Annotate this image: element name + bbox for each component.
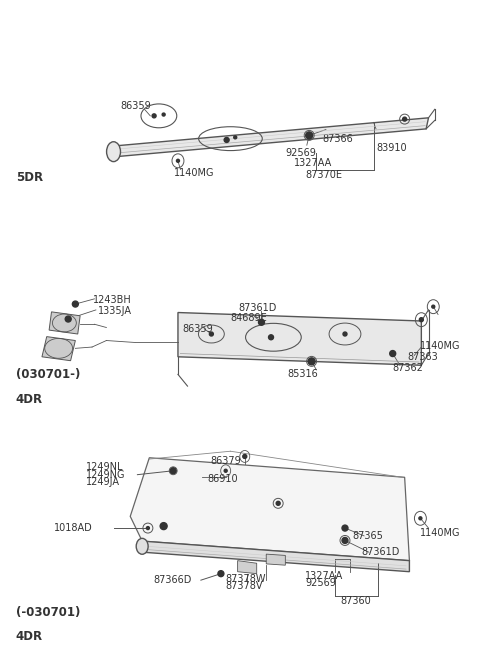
Text: 1249NL: 1249NL	[86, 462, 124, 472]
Circle shape	[65, 316, 71, 322]
Text: (030701-): (030701-)	[16, 368, 80, 381]
Circle shape	[390, 350, 396, 356]
Text: 1335JA: 1335JA	[98, 307, 132, 316]
Text: 1327AA: 1327AA	[305, 571, 344, 581]
Circle shape	[162, 113, 165, 116]
Circle shape	[308, 358, 315, 365]
Polygon shape	[114, 118, 429, 157]
Text: 4DR: 4DR	[16, 630, 43, 643]
Ellipse shape	[107, 141, 120, 162]
Text: 92569: 92569	[305, 578, 336, 588]
Circle shape	[224, 469, 227, 472]
Ellipse shape	[136, 538, 148, 554]
Text: 84689E: 84689E	[230, 313, 267, 324]
Text: 87366: 87366	[323, 134, 353, 143]
Text: 87361D: 87361D	[239, 303, 277, 313]
Text: 85316: 85316	[288, 369, 318, 379]
Text: 1249NG: 1249NG	[86, 470, 126, 479]
Text: 87360: 87360	[340, 596, 371, 606]
Polygon shape	[42, 337, 75, 361]
Text: 87365: 87365	[352, 531, 383, 541]
Circle shape	[343, 332, 347, 336]
Polygon shape	[238, 561, 257, 574]
Circle shape	[170, 468, 176, 474]
Circle shape	[234, 136, 237, 139]
Text: 4DR: 4DR	[16, 392, 43, 405]
Text: 1249JA: 1249JA	[86, 477, 120, 487]
Text: 1018AD: 1018AD	[54, 523, 93, 533]
Text: 87361D: 87361D	[362, 547, 400, 557]
Circle shape	[306, 132, 312, 139]
Circle shape	[403, 117, 407, 121]
Text: 86359: 86359	[120, 101, 152, 111]
Text: 87378V: 87378V	[226, 581, 263, 591]
Text: 86359: 86359	[183, 324, 214, 334]
Circle shape	[342, 525, 348, 531]
Circle shape	[342, 538, 348, 544]
Circle shape	[146, 527, 149, 529]
Text: 87363: 87363	[407, 352, 438, 362]
Circle shape	[218, 571, 224, 576]
Circle shape	[177, 159, 180, 162]
Polygon shape	[178, 312, 421, 365]
Circle shape	[72, 301, 78, 307]
Text: 86910: 86910	[207, 474, 238, 483]
Text: 87362: 87362	[393, 363, 423, 373]
Circle shape	[420, 318, 423, 322]
Text: 1140MG: 1140MG	[420, 341, 461, 350]
Polygon shape	[142, 541, 409, 572]
Circle shape	[152, 114, 156, 118]
Text: 86379: 86379	[210, 456, 240, 466]
Circle shape	[259, 319, 264, 326]
Circle shape	[268, 335, 274, 340]
Text: 1140MG: 1140MG	[420, 528, 461, 538]
Text: 87378W: 87378W	[226, 574, 266, 584]
Circle shape	[160, 523, 167, 530]
Polygon shape	[266, 554, 285, 565]
Text: (-030701): (-030701)	[16, 606, 80, 618]
Text: 83910: 83910	[376, 143, 407, 153]
Circle shape	[243, 455, 247, 458]
Circle shape	[209, 332, 213, 336]
Text: 5DR: 5DR	[16, 171, 43, 184]
Text: 1140MG: 1140MG	[174, 168, 215, 178]
Circle shape	[224, 138, 229, 142]
Text: 1327AA: 1327AA	[294, 158, 332, 168]
Circle shape	[419, 517, 422, 520]
Text: 87366D: 87366D	[153, 575, 192, 585]
Polygon shape	[130, 458, 409, 561]
Text: 87370E: 87370E	[306, 170, 343, 180]
Text: 1243BH: 1243BH	[93, 295, 132, 305]
Polygon shape	[49, 312, 80, 334]
Circle shape	[432, 305, 435, 308]
Circle shape	[276, 501, 280, 505]
Text: 92569: 92569	[285, 148, 316, 158]
